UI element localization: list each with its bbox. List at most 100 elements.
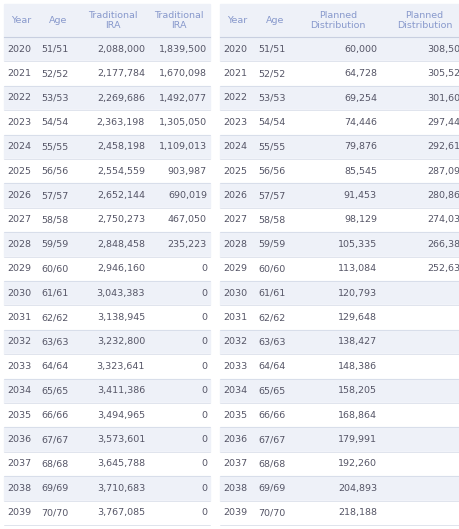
Text: 3,232,800: 3,232,800: [97, 338, 145, 346]
Bar: [4, 208, 210, 232]
Text: 2021: 2021: [223, 69, 247, 78]
Text: Traditional
IRA: Traditional IRA: [88, 11, 138, 30]
Text: 52/52: 52/52: [41, 69, 68, 78]
Text: 69/69: 69/69: [258, 484, 285, 493]
Text: 3,710,683: 3,710,683: [97, 484, 145, 493]
Text: 1,492,077: 1,492,077: [159, 94, 207, 103]
Text: 2026: 2026: [223, 191, 247, 200]
Bar: [4, 184, 210, 208]
Text: 0: 0: [201, 508, 207, 517]
Text: 2033: 2033: [223, 362, 247, 371]
Text: 0: 0: [201, 264, 207, 273]
Text: 2038: 2038: [7, 484, 31, 493]
Text: 2,269,686: 2,269,686: [97, 94, 145, 103]
Text: 2022: 2022: [7, 94, 31, 103]
Text: 85,545: 85,545: [344, 167, 377, 176]
Bar: [4, 281, 210, 305]
Text: 66/66: 66/66: [41, 411, 68, 419]
Text: 2032: 2032: [223, 338, 247, 346]
Text: 0: 0: [201, 386, 207, 395]
Text: 3,323,641: 3,323,641: [97, 362, 145, 371]
Text: 2030: 2030: [223, 289, 247, 298]
Text: 305,524: 305,524: [427, 69, 459, 78]
Text: 63/63: 63/63: [258, 338, 285, 346]
Bar: [4, 354, 210, 379]
Text: 65/65: 65/65: [41, 386, 68, 395]
Text: 54/54: 54/54: [258, 118, 285, 127]
Bar: [220, 208, 459, 232]
Bar: [4, 500, 210, 525]
Text: 3,573,601: 3,573,601: [97, 435, 145, 444]
Text: 61/61: 61/61: [41, 289, 68, 298]
Bar: [220, 452, 459, 476]
Text: 179,991: 179,991: [338, 435, 377, 444]
Text: 68/68: 68/68: [41, 460, 68, 469]
Text: 57/57: 57/57: [258, 191, 285, 200]
Text: 58/58: 58/58: [258, 215, 285, 224]
Bar: [220, 476, 459, 500]
Text: 2031: 2031: [223, 313, 247, 322]
Text: 59/59: 59/59: [258, 240, 285, 249]
Bar: [4, 257, 210, 281]
Text: 2035: 2035: [7, 411, 31, 419]
Bar: [220, 232, 459, 257]
Text: 3,411,386: 3,411,386: [97, 386, 145, 395]
Text: 0: 0: [201, 484, 207, 493]
Text: 55/55: 55/55: [258, 142, 285, 151]
Text: 2,088,000: 2,088,000: [97, 44, 145, 54]
Text: 1,670,098: 1,670,098: [159, 69, 207, 78]
Bar: [220, 500, 459, 525]
Text: 3,043,383: 3,043,383: [96, 289, 145, 298]
Text: 2033: 2033: [7, 362, 31, 371]
Bar: [4, 4, 210, 37]
Text: Traditional
IRA: Traditional IRA: [154, 11, 204, 30]
Text: 2027: 2027: [7, 215, 31, 224]
Text: 218,188: 218,188: [338, 508, 377, 517]
Text: 297,440: 297,440: [427, 118, 459, 127]
Text: 54/54: 54/54: [41, 118, 68, 127]
Text: Year: Year: [11, 16, 31, 25]
Text: 91,453: 91,453: [344, 191, 377, 200]
Bar: [220, 37, 459, 61]
Text: 62/62: 62/62: [258, 313, 285, 322]
Text: 2023: 2023: [223, 118, 247, 127]
Bar: [220, 379, 459, 403]
Text: 56/56: 56/56: [258, 167, 285, 176]
Bar: [220, 86, 459, 110]
Text: 2039: 2039: [7, 508, 31, 517]
Text: 280,863: 280,863: [427, 191, 459, 200]
Bar: [4, 403, 210, 427]
Text: 60/60: 60/60: [41, 264, 68, 273]
Text: 105,335: 105,335: [338, 240, 377, 249]
Text: 2024: 2024: [7, 142, 31, 151]
Text: 67/67: 67/67: [41, 435, 68, 444]
Text: 292,611: 292,611: [427, 142, 459, 151]
Text: 168,864: 168,864: [338, 411, 377, 419]
Text: 148,386: 148,386: [338, 362, 377, 371]
Text: 1,305,050: 1,305,050: [159, 118, 207, 127]
Text: 57/57: 57/57: [41, 191, 68, 200]
Text: Planned
Distribution: Planned Distribution: [310, 11, 366, 30]
Text: 0: 0: [201, 435, 207, 444]
Bar: [4, 61, 210, 86]
Text: 67/67: 67/67: [258, 435, 285, 444]
Bar: [4, 452, 210, 476]
Text: 2,177,784: 2,177,784: [97, 69, 145, 78]
Bar: [4, 232, 210, 257]
Text: 2,848,458: 2,848,458: [97, 240, 145, 249]
Bar: [220, 61, 459, 86]
Text: 69,254: 69,254: [344, 94, 377, 103]
Bar: [220, 257, 459, 281]
Bar: [220, 330, 459, 354]
Text: 2037: 2037: [7, 460, 31, 469]
Text: 2037: 2037: [223, 460, 247, 469]
Text: 2030: 2030: [7, 289, 31, 298]
Text: 2039: 2039: [223, 508, 247, 517]
Text: 2022: 2022: [223, 94, 247, 103]
Text: 1,839,500: 1,839,500: [159, 44, 207, 54]
Text: 0: 0: [201, 313, 207, 322]
Text: 2020: 2020: [7, 44, 31, 54]
Bar: [220, 427, 459, 452]
Text: 113,084: 113,084: [338, 264, 377, 273]
Text: 287,094: 287,094: [427, 167, 459, 176]
